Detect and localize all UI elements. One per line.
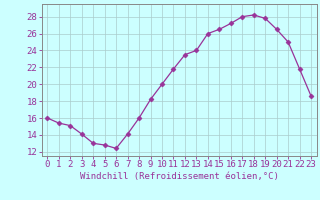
X-axis label: Windchill (Refroidissement éolien,°C): Windchill (Refroidissement éolien,°C) [80,172,279,181]
